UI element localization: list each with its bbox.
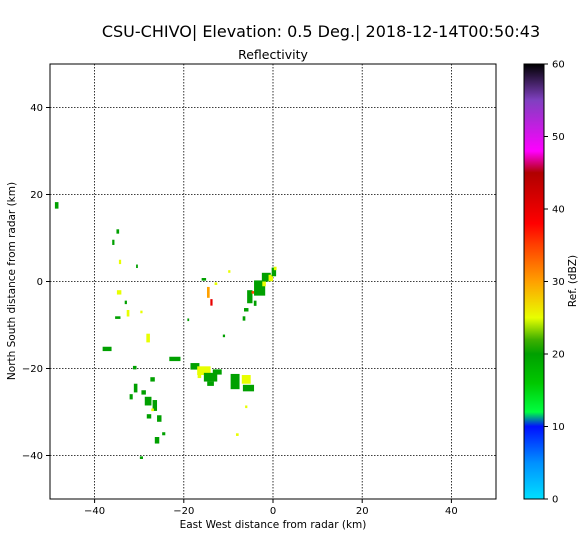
echo-cell xyxy=(206,286,210,298)
echo-cell xyxy=(133,383,138,393)
colorbar-tick-label: 20 xyxy=(552,350,565,361)
colorbar-tick-label: 50 xyxy=(552,132,565,143)
echo-cell xyxy=(241,375,251,384)
echo-cell xyxy=(152,400,158,411)
x-axis-label: East West distance from radar (km) xyxy=(180,519,367,531)
echo-cell xyxy=(132,365,137,370)
reflectivity-echoes xyxy=(54,202,277,459)
echo-cell xyxy=(244,308,249,312)
echo-cell xyxy=(242,384,255,392)
colorbar-label: Ref. (dBZ) xyxy=(567,255,579,307)
colorbar xyxy=(523,63,545,500)
y-tick-label: 20 xyxy=(30,190,43,201)
echo-cell xyxy=(151,408,154,412)
echo-cell xyxy=(254,280,266,296)
y-tick-label: 0 xyxy=(37,277,43,288)
echo-cell xyxy=(136,264,138,269)
echo-cell xyxy=(273,266,277,271)
echo-cell xyxy=(214,282,218,285)
x-axis-ticks: −40 −20 0 20 40 xyxy=(84,499,458,517)
colorbar-ticks: 0 10 20 30 40 50 60 xyxy=(544,60,565,506)
echo-cell xyxy=(144,396,152,406)
echo-cell xyxy=(222,334,226,338)
colorbar-tick-label: 30 xyxy=(552,277,565,288)
echo-cell xyxy=(124,300,127,305)
echo-cell xyxy=(261,272,271,282)
colorbar-tick-label: 40 xyxy=(552,205,565,216)
echo-cell xyxy=(126,309,130,317)
x-tick-label: −20 xyxy=(173,506,194,517)
echo-cell xyxy=(118,259,122,265)
colorbar-tick-label: 0 xyxy=(552,495,558,506)
echo-cell xyxy=(268,274,273,282)
echo-cell xyxy=(169,356,181,362)
x-tick-label: 0 xyxy=(270,506,276,517)
echo-cell xyxy=(228,270,231,273)
x-tick-label: 20 xyxy=(356,506,369,517)
echo-cell xyxy=(140,310,143,314)
echo-cell xyxy=(116,290,122,295)
echo-cell xyxy=(157,415,162,422)
echo-cell xyxy=(141,390,146,395)
echo-cell xyxy=(230,373,240,390)
grid-lines xyxy=(50,64,496,499)
echo-cell xyxy=(203,372,218,382)
echo-cell xyxy=(154,437,160,444)
echo-cell xyxy=(54,202,59,209)
x-tick-label: 40 xyxy=(445,506,458,517)
figure-suptitle: CSU-CHIVO| Elevation: 0.5 Deg.| 2018-12-… xyxy=(102,22,540,41)
echo-cell xyxy=(112,239,115,245)
echo-cell xyxy=(139,456,143,459)
echo-cell xyxy=(271,267,277,277)
y-tick-label: −20 xyxy=(22,364,43,375)
echo-cell xyxy=(207,381,214,386)
echo-cell xyxy=(212,369,222,375)
plot-title: Reflectivity xyxy=(238,47,308,62)
echo-cell xyxy=(245,405,248,409)
y-tick-label: 40 xyxy=(30,103,43,114)
y-tick-label: −40 xyxy=(22,451,43,462)
x-tick-label: −40 xyxy=(84,506,105,517)
echo-cell xyxy=(187,318,190,322)
echo-cell xyxy=(162,432,166,436)
echo-cell xyxy=(242,316,246,321)
echo-cell xyxy=(146,333,150,343)
echo-cell xyxy=(253,300,257,306)
echo-cell xyxy=(197,366,211,376)
echo-cell xyxy=(115,316,121,319)
echo-cell xyxy=(235,433,239,436)
echo-cell xyxy=(146,414,152,419)
echo-cell xyxy=(150,377,155,382)
y-axis-ticks: −40 −20 0 20 40 xyxy=(22,103,50,462)
echo-cell xyxy=(197,374,202,379)
echo-cell xyxy=(251,291,255,294)
y-axis-label: North South distance from radar (km) xyxy=(6,182,18,380)
echo-cell xyxy=(190,363,200,370)
echo-cell xyxy=(210,299,213,306)
colorbar-tick-label: 10 xyxy=(552,422,565,433)
colorbar-tick-label: 60 xyxy=(552,60,565,71)
echo-cell xyxy=(262,281,266,287)
echo-cell xyxy=(129,394,133,400)
echo-cell xyxy=(102,346,112,352)
echo-cell xyxy=(247,290,253,304)
echo-cell xyxy=(201,278,207,281)
echo-cell xyxy=(116,229,120,234)
